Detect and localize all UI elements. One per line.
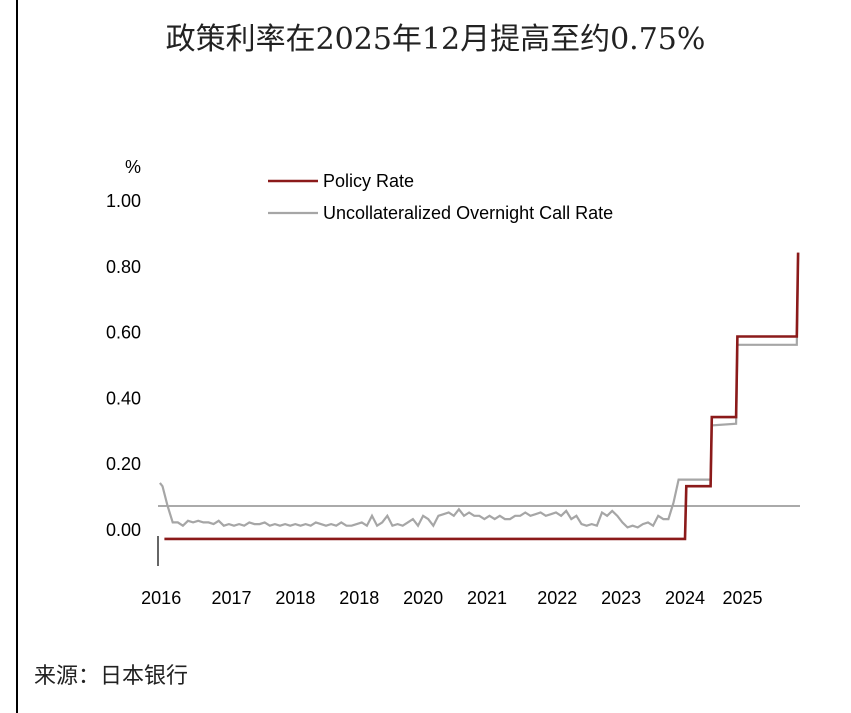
x-tick-label: 2025 xyxy=(722,588,762,608)
legend-item-call-rate-label: Uncollateralized Overnight Call Rate xyxy=(323,203,613,223)
series-line-call-rate xyxy=(159,252,800,529)
x-tick-label: 2023 xyxy=(601,588,641,608)
x-tick-label: 2022 xyxy=(537,588,577,608)
y-tick-label: 1.00 xyxy=(106,191,141,211)
chart-title: 政策利率在2025年12月提高至约0.75% xyxy=(165,22,706,57)
x-tick-label: 2021 xyxy=(467,588,507,608)
y-axis-unit-label: % xyxy=(125,157,141,177)
y-tick-label: 0.80 xyxy=(106,257,141,277)
x-tick-label: 2020 xyxy=(403,588,443,608)
x-tick-label: 2017 xyxy=(211,588,251,608)
x-tick-label: 2018 xyxy=(275,588,315,608)
line-chart: % 1.00 0.80 0.60 0.40 0.20 0.00 2016 2017 2018 201… xyxy=(106,157,800,608)
plot-area: % 1.00 0.80 0.60 0.40 0.20 0.00 2016 2017 2018 201… xyxy=(106,157,800,608)
legend-item-policy-rate-label: Policy Rate xyxy=(323,171,414,191)
x-tick-label: 2024 xyxy=(665,588,705,608)
y-tick-label: 0.60 xyxy=(106,323,141,343)
series-line-policy-rate xyxy=(164,252,800,541)
y-tick-label: 0.00 xyxy=(106,520,141,540)
left-frame-border xyxy=(16,0,18,713)
x-tick-label: 2018 xyxy=(339,588,379,608)
x-tick-label: 2016 xyxy=(141,588,181,608)
source-note: 来源：日本银行 xyxy=(34,664,189,689)
y-tick-label: 0.20 xyxy=(106,454,141,474)
y-tick-label: 0.40 xyxy=(106,388,141,408)
